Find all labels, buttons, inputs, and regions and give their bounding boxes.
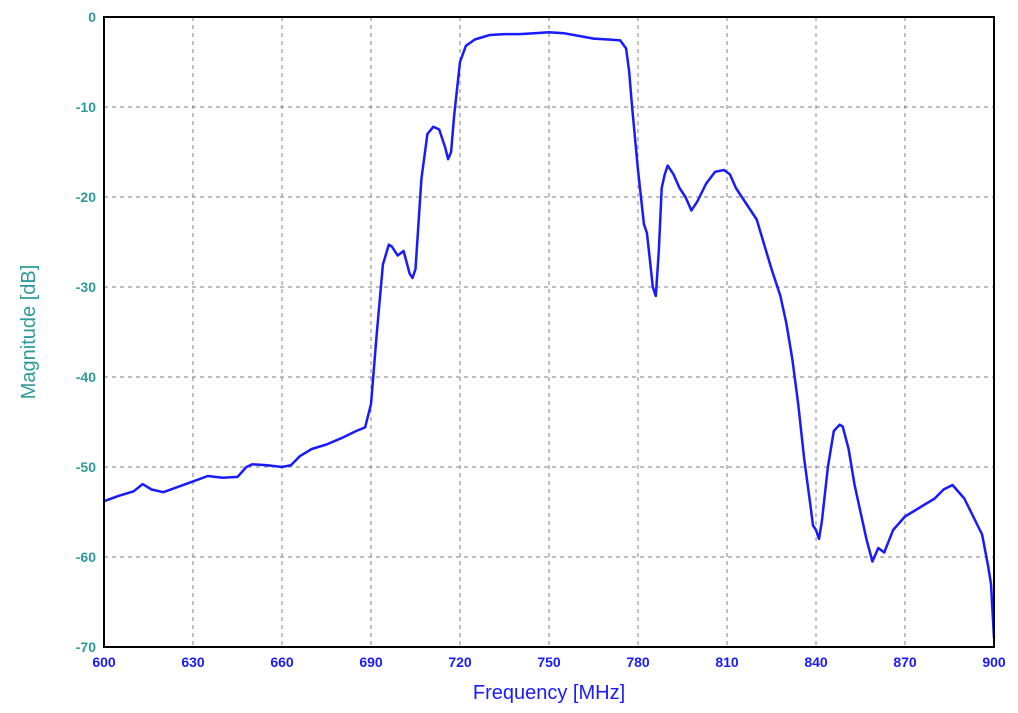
x-tick-label: 780 <box>626 654 650 670</box>
y-tick-label: -30 <box>76 279 96 295</box>
x-tick-label: 600 <box>92 654 116 670</box>
x-tick-label: 900 <box>982 654 1006 670</box>
plot-frame <box>103 16 995 648</box>
y-tick-label: -20 <box>76 189 96 205</box>
y-tick-label: 0 <box>88 9 96 25</box>
y-tick-label: -10 <box>76 99 96 115</box>
y-axis-label: Magnitude [dB] <box>18 265 40 400</box>
x-tick-label: 660 <box>270 654 294 670</box>
series-lines <box>103 31 996 639</box>
x-tick-label: 870 <box>893 654 917 670</box>
y-tick-label: -50 <box>76 459 96 475</box>
y-tick-labels: 0 -10 -20 -30 -40 -50 -60 -70 <box>76 9 96 655</box>
x-axis-label: Frequency [MHz] <box>473 682 625 704</box>
x-tick-label: 840 <box>804 654 828 670</box>
y-tick-label: -70 <box>76 639 96 655</box>
x-tick-labels: 600 630 660 690 720 750 780 810 840 870 900 <box>92 654 1006 670</box>
y-tick-label: -40 <box>76 369 96 385</box>
x-tick-label: 810 <box>715 654 739 670</box>
y-tick-label: -60 <box>76 549 96 565</box>
x-tick-label: 630 <box>181 654 205 670</box>
x-tick-label: 750 <box>537 654 561 670</box>
x-tick-label: 690 <box>359 654 383 670</box>
x-tick-label: 720 <box>448 654 472 670</box>
series-line <box>103 31 996 639</box>
gridlines <box>104 17 994 647</box>
